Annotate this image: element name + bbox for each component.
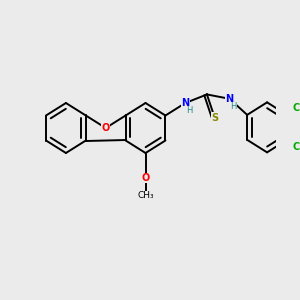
Text: CH₃: CH₃ <box>137 191 154 200</box>
Text: Cl: Cl <box>293 103 300 113</box>
Text: N: N <box>181 98 189 108</box>
Text: H: H <box>230 102 236 111</box>
Text: O: O <box>102 123 110 133</box>
Text: O: O <box>141 173 150 183</box>
Text: H: H <box>186 106 192 116</box>
Text: N: N <box>226 94 234 104</box>
Text: Cl: Cl <box>293 142 300 152</box>
Text: S: S <box>211 113 218 123</box>
